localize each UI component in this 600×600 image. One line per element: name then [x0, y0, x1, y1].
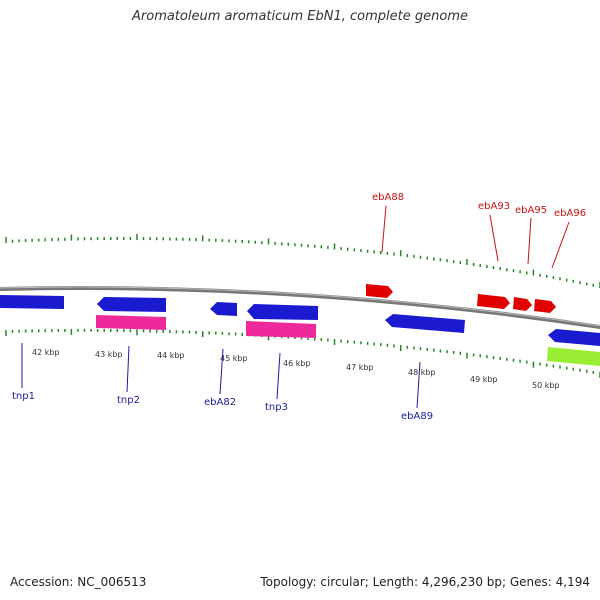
tick-label: 47 kbp — [346, 363, 374, 372]
gene-right-blue[interactable] — [548, 329, 600, 346]
gene-ebA89[interactable] — [385, 314, 465, 333]
gene-tnp3[interactable] — [247, 304, 318, 320]
gene-labels: tnp1 tnp2 ebA82 tnp3 ebA89 ebA88 ebA93 e… — [12, 192, 586, 422]
gene-label-ebA95[interactable]: ebA95 — [515, 205, 547, 216]
gene-ebA82[interactable] — [210, 302, 237, 316]
label-leaders — [21, 205, 570, 409]
gene-label-ebA82[interactable]: ebA82 — [204, 397, 236, 408]
gene-ebA88[interactable] — [366, 284, 393, 298]
gene-tnp2-rna[interactable] — [96, 315, 166, 330]
tick-label: 45 kbp — [220, 354, 248, 363]
tick-label: 43 kbp — [95, 350, 123, 359]
gene-label-ebA93[interactable]: ebA93 — [478, 201, 510, 212]
tick-label: 46 kbp — [283, 359, 311, 368]
tick-label: 50 kbp — [532, 381, 560, 390]
gene-label-ebA96[interactable]: ebA96 — [554, 208, 586, 219]
gene-ebA95[interactable] — [513, 297, 532, 311]
outer-tick-track — [5, 234, 600, 288]
tick-label: 42 kbp — [32, 348, 60, 357]
gene-tnp1[interactable] — [0, 295, 64, 309]
gene-tnp2[interactable] — [97, 297, 166, 312]
scale-labels: 42 kbp 43 kbp 44 kbp 45 kbp 46 kbp 47 kb… — [32, 348, 560, 390]
genome-summary-text: Topology: circular; Length: 4,296,230 bp… — [260, 575, 590, 589]
accession-text: Accession: NC_006513 — [10, 575, 147, 589]
red-gene-features — [366, 284, 556, 313]
gene-ebA93[interactable] — [477, 294, 510, 309]
gene-label-ebA88[interactable]: ebA88 — [372, 192, 404, 203]
gene-label-tnp1[interactable]: tnp1 — [12, 391, 35, 402]
tick-label: 48 kbp — [408, 368, 436, 377]
gene-tnp3-rna[interactable] — [246, 321, 316, 338]
gene-right-green[interactable] — [547, 347, 600, 366]
tick-label: 44 kbp — [157, 351, 185, 360]
gene-label-tnp3[interactable]: tnp3 — [265, 402, 288, 413]
tick-label: 49 kbp — [470, 375, 498, 384]
genome-backbone — [0, 286, 600, 329]
map-title: Aromatoleum aromaticum EbN1, complete ge… — [132, 9, 468, 24]
gene-label-ebA89[interactable]: ebA89 — [401, 411, 433, 422]
gene-label-tnp2[interactable]: tnp2 — [117, 395, 140, 406]
gene-ebA96[interactable] — [534, 299, 556, 313]
gene-features — [0, 295, 600, 366]
